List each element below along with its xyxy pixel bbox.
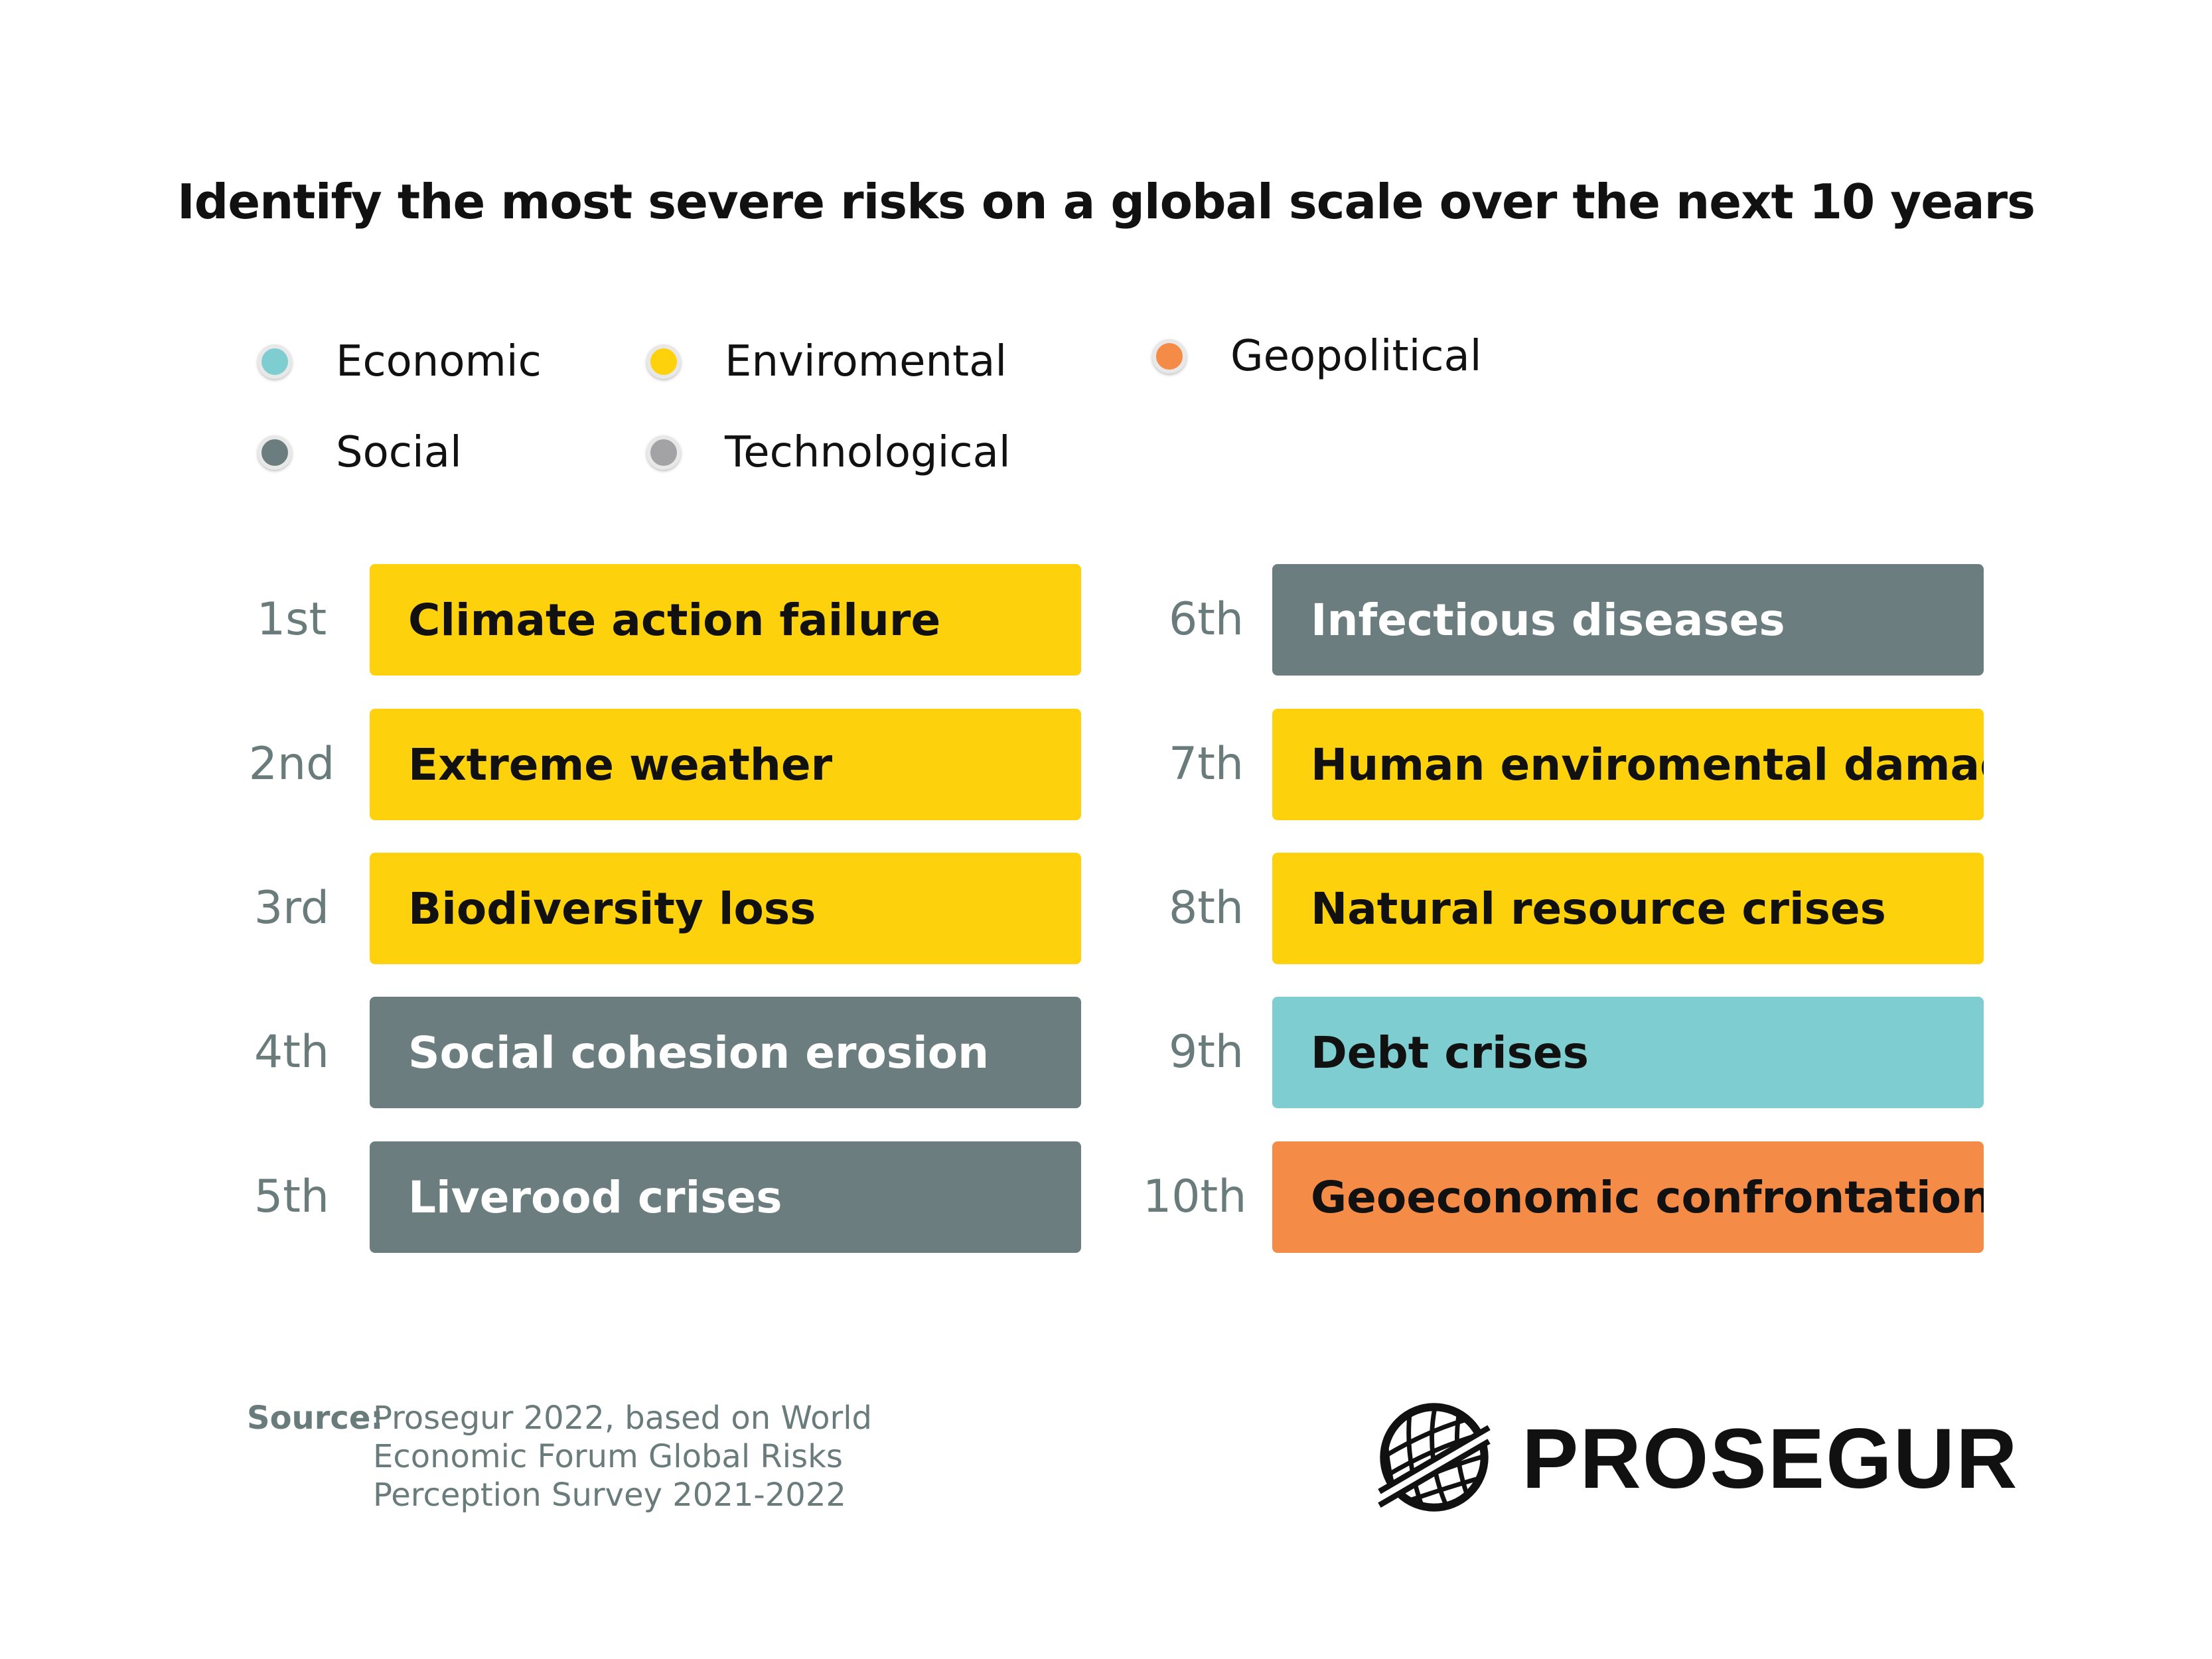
risk-bar: Biodiversity loss — [370, 853, 1081, 964]
risk-bar: Infectious diseases — [1272, 564, 1984, 676]
legend-label-enviromental: Enviromental — [725, 337, 1007, 386]
source-line: Perception Survey 2021-2022 — [373, 1477, 846, 1514]
legend-dot-enviromental — [646, 344, 681, 379]
rank-label: 2nd — [248, 738, 335, 790]
risk-bar: Human enviromental damage — [1272, 709, 1984, 820]
legend-dot-geopolitical — [1152, 339, 1187, 374]
rank-label: 10th — [1143, 1171, 1247, 1223]
source-label: Source: — [247, 1400, 384, 1437]
legend-label-economic: Economic — [336, 337, 542, 386]
legend-dot-social — [258, 435, 292, 470]
risk-bar: Geoeconomic confrontation — [1272, 1141, 1984, 1253]
legend-dot-economic — [258, 344, 292, 379]
source-note: Source: Prosegur 2022, based on World Ec… — [247, 1399, 872, 1514]
chart-title: Identify the most severe risks on a glob… — [177, 174, 2035, 230]
rank-label: 1st — [256, 593, 327, 646]
globe-icon — [1377, 1400, 1491, 1517]
legend-item-enviromental: Enviromental — [646, 337, 1007, 386]
rank-label: 9th — [1168, 1026, 1244, 1078]
legend-label-technological: Technological — [725, 428, 1011, 477]
rank-label: 6th — [1168, 593, 1244, 646]
legend-label-social: Social — [336, 428, 462, 477]
legend-label-geopolitical: Geopolitical — [1230, 332, 1482, 381]
legend-dot-technological — [646, 435, 681, 470]
legend-item-geopolitical: Geopolitical — [1152, 332, 1482, 381]
risk-bar: Social cohesion erosion — [370, 997, 1081, 1108]
risk-bar: Liverood crises — [370, 1141, 1081, 1253]
risk-bar: Extreme weather — [370, 709, 1081, 820]
prosegur-logo: PROSEGUR — [1377, 1400, 2019, 1517]
source-text: Prosegur 2022, based on World Economic F… — [373, 1399, 917, 1514]
risk-bar: Natural resource crises — [1272, 853, 1984, 964]
logo-wordmark: PROSEGUR — [1522, 1411, 2019, 1506]
risk-bar: Debt crises — [1272, 997, 1984, 1108]
source-line: Economic Forum Global Risks — [373, 1438, 843, 1475]
source-line: Prosegur 2022, based on World — [373, 1400, 872, 1437]
risk-bar: Climate action failure — [370, 564, 1081, 676]
rank-label: 3rd — [254, 882, 330, 934]
rank-label: 5th — [254, 1171, 330, 1223]
rank-label: 4th — [254, 1026, 330, 1078]
legend-item-social: Social — [258, 428, 462, 477]
legend-item-economic: Economic — [258, 337, 542, 386]
rank-label: 7th — [1168, 738, 1244, 790]
rank-label: 8th — [1168, 882, 1244, 934]
legend-item-technological: Technological — [646, 428, 1011, 477]
